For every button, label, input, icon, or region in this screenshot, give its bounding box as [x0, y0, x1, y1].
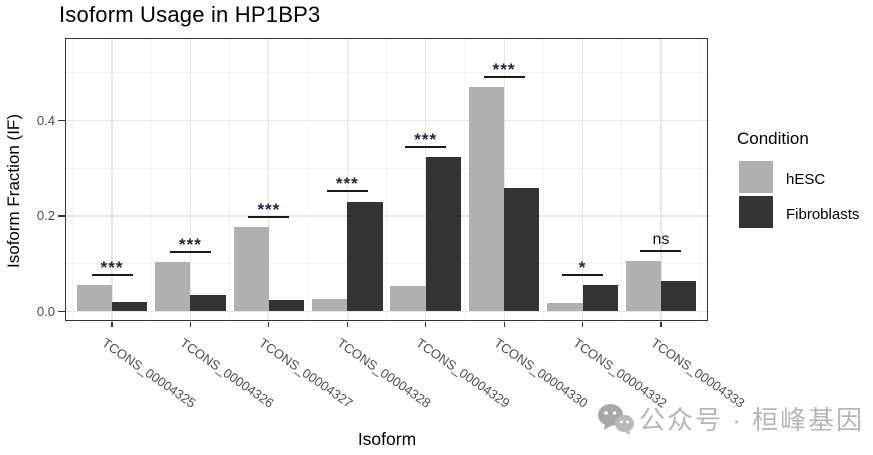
significance-line: [169, 250, 211, 253]
legend-swatch-hesc: [739, 161, 773, 193]
significance-label: ***: [257, 199, 281, 219]
legend-title: Condition: [737, 129, 809, 148]
gridline-vertical-minor: [386, 38, 387, 322]
y-axis-title: Isoform Fraction (IF): [4, 114, 23, 268]
significance-label: ***: [492, 59, 516, 79]
significance-line: [483, 75, 525, 78]
bar-Fibroblasts-TCONS_00004326: [190, 295, 226, 312]
x-axis-title: Isoform: [357, 429, 417, 449]
x-axis-tick: [111, 321, 113, 327]
bar-hESC-TCONS_00004329: [390, 285, 426, 312]
x-axis-tick: [581, 321, 584, 327]
x-axis-tick: [346, 321, 348, 327]
y-tick-label: 0.0: [36, 303, 55, 319]
watermark-text: 公众号 · 桓峰基因: [639, 405, 865, 435]
significance-label: ***: [100, 257, 124, 277]
significance-line: [640, 249, 682, 252]
gridline-vertical: [268, 38, 270, 322]
gridline-vertical-minor: [150, 38, 152, 322]
significance-line: [91, 273, 133, 276]
gridline-vertical-minor: [699, 38, 701, 322]
legend-label-fibroblasts: Fibroblasts: [786, 206, 860, 223]
significance-label: ***: [179, 234, 202, 254]
bar-Fibroblasts-TCONS_00004329: [425, 157, 461, 312]
significance-label: ns: [652, 230, 670, 248]
bar-hESC-TCONS_00004327: [233, 227, 269, 312]
significance-line: [562, 273, 604, 276]
y-axis-tick: [58, 120, 65, 122]
legend-swatch-fibroblasts: [739, 196, 773, 228]
x-axis-tick: [660, 321, 662, 327]
gridline-vertical-minor: [229, 38, 231, 322]
bar-Fibroblasts-TCONS_00004333: [660, 280, 697, 312]
gridline-vertical-minor: [72, 38, 74, 322]
bar-hESC-TCONS_00004325: [76, 285, 113, 312]
gridline-vertical-minor: [464, 38, 466, 322]
y-tick-label: 0.2: [36, 208, 55, 224]
bar-Fibroblasts-TCONS_00004325: [112, 301, 148, 312]
x-axis-tick: [189, 321, 192, 327]
bar-Fibroblasts-TCONS_00004330: [504, 188, 540, 312]
significance-label: *: [578, 257, 587, 277]
gridline-vertical: [581, 38, 584, 322]
gridline-vertical: [503, 38, 505, 322]
gridline-vertical-minor: [621, 38, 623, 322]
significance-label: ***: [414, 129, 438, 149]
gridline-vertical: [346, 38, 348, 322]
bar-hESC-TCONS_00004332: [547, 303, 583, 312]
gridline-vertical: [189, 38, 192, 322]
wechat-icon: [597, 402, 635, 441]
bar-Fibroblasts-TCONS_00004332: [582, 285, 618, 312]
bar-hESC-TCONS_00004326: [155, 262, 191, 312]
significance-line: [248, 215, 290, 218]
significance-line: [405, 145, 447, 148]
significance-label: ***: [335, 174, 359, 194]
gridline-vertical: [660, 38, 662, 322]
gridline-vertical-minor: [542, 38, 544, 322]
y-tick-label: 0.4: [36, 113, 55, 129]
gridline-vertical: [425, 38, 427, 322]
significance-line: [326, 190, 368, 193]
x-axis-tick: [268, 321, 270, 327]
y-axis-tick: [58, 215, 65, 217]
gridline-vertical: [111, 38, 113, 322]
gridline-vertical-minor: [307, 38, 309, 322]
plot-title: Isoform Usage in HP1BP3: [59, 2, 321, 27]
bar-hESC-TCONS_00004330: [468, 87, 505, 312]
bar-hESC-TCONS_00004328: [312, 299, 348, 312]
x-axis-tick: [503, 321, 505, 327]
bar-Fibroblasts-TCONS_00004327: [268, 299, 305, 312]
bar-hESC-TCONS_00004333: [625, 261, 661, 312]
bar-Fibroblasts-TCONS_00004328: [347, 201, 383, 312]
x-axis-tick: [425, 321, 427, 327]
y-axis-tick: [58, 310, 65, 312]
legend-label-hesc: hESC: [786, 171, 826, 188]
